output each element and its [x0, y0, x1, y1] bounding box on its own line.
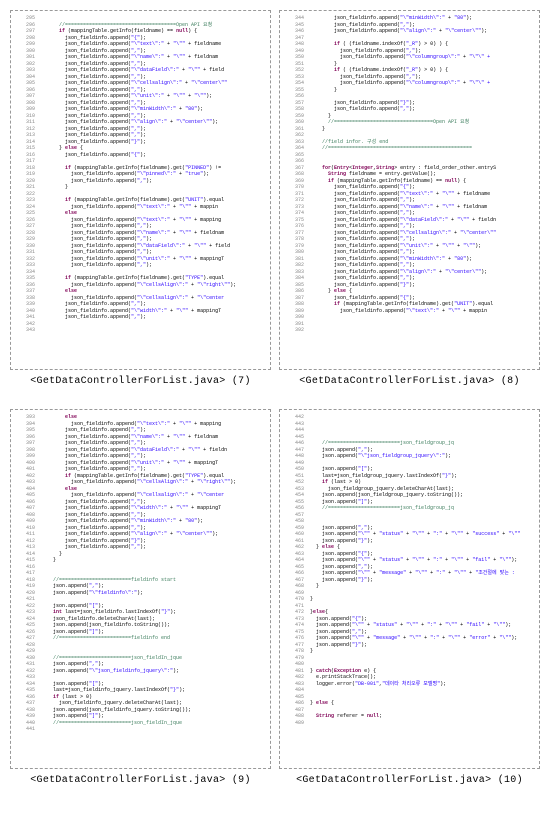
caption-7: <GetDataControllerForList.java> (7) [10, 376, 271, 387]
cell-9: 393 else394 json_fieldinfo.append("\"tex… [10, 409, 271, 800]
code-grid: 295296 //===============================… [10, 10, 540, 800]
code-panel-8: 344 json_fieldinfo.append("\"minWidth\":… [279, 10, 540, 370]
cell-7: 295296 //===============================… [10, 10, 271, 401]
code-line: 441 [17, 726, 264, 733]
line-number: 392 [286, 327, 304, 334]
caption-9: <GetDataControllerForList.java> (9) [10, 775, 271, 786]
code-line: 403 json_fieldinfo.append("\"cellsAlign\… [17, 479, 264, 486]
caption-10: <GetDataControllerForList.java> (10) [279, 775, 540, 786]
line-number: 489 [286, 720, 304, 727]
line-number: 343 [17, 327, 35, 334]
code-panel-7: 295296 //===============================… [10, 10, 271, 370]
code-line: 343 [17, 327, 264, 334]
code-panel-10: 442443444445446 //======================… [279, 409, 540, 769]
cell-10: 442443444445446 //======================… [279, 409, 540, 800]
code-line: 392 [286, 327, 533, 334]
cell-8: 344 json_fieldinfo.append("\"minWidth\":… [279, 10, 540, 401]
code-panel-9: 393 else394 json_fieldinfo.append("\"tex… [10, 409, 271, 769]
code-line: 489 [286, 720, 533, 727]
line-number: 441 [17, 726, 35, 733]
caption-8: <GetDataControllerForList.java> (8) [279, 376, 540, 387]
